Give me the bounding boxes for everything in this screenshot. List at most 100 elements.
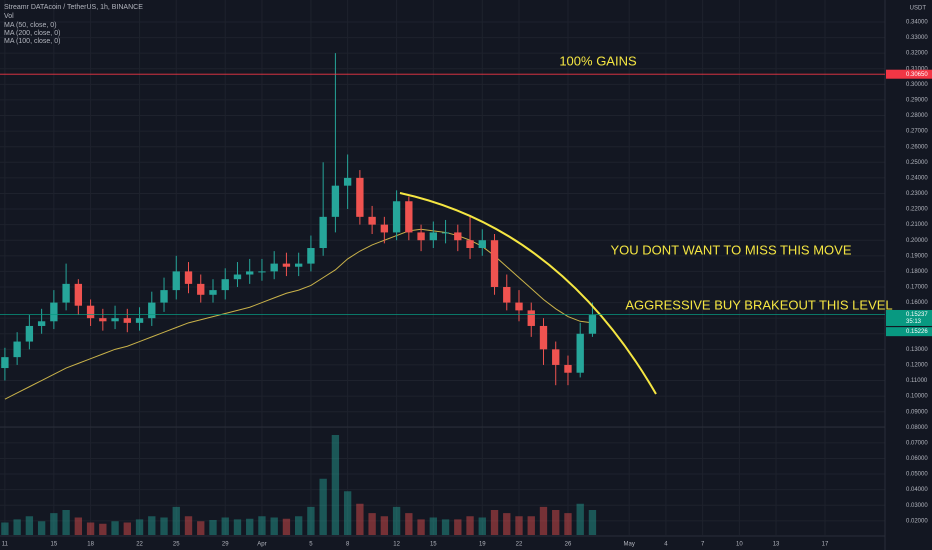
candle-body xyxy=(184,271,193,284)
candle-body xyxy=(515,302,523,311)
volume-bar xyxy=(74,517,83,535)
volume-bar xyxy=(246,518,254,535)
candle-body xyxy=(319,216,327,249)
currency-label: USDT xyxy=(910,6,927,12)
countdown-label: 35:13 xyxy=(906,319,922,325)
indicator-label: MA (50, close, 0) xyxy=(4,22,57,29)
volume-label: Vol xyxy=(4,13,14,20)
candle-body xyxy=(37,321,46,326)
y-tick-label: 0.33000 xyxy=(906,35,928,41)
volume-bar xyxy=(319,478,327,535)
candle-body xyxy=(343,177,352,186)
trend-curve xyxy=(399,192,657,395)
y-tick-label: 0.22000 xyxy=(906,207,928,213)
axes: 0.02000 0.03000 0.04000 0.05000 0.06000 0.070… xyxy=(0,20,932,548)
volume-bar xyxy=(307,506,315,535)
volume-bar xyxy=(417,519,425,535)
volume-bar xyxy=(405,513,413,535)
volume-bar xyxy=(37,521,46,535)
volume-bar xyxy=(576,503,584,535)
candle-body xyxy=(588,315,597,334)
x-tick-label: 13 xyxy=(773,542,780,548)
price-label: 0.15237 xyxy=(906,312,928,318)
candle-body xyxy=(356,177,364,217)
candle-body xyxy=(258,271,266,273)
x-tick-label: 17 xyxy=(822,542,829,548)
volume-bar xyxy=(515,516,523,535)
y-tick-label: 0.25000 xyxy=(906,160,928,166)
candle-body xyxy=(295,263,303,267)
volume-bar xyxy=(454,519,462,535)
x-tick-label: 15 xyxy=(51,542,58,548)
candle-body xyxy=(466,240,474,249)
volume-bar xyxy=(356,503,364,535)
candle-body xyxy=(62,283,70,303)
price-label-box xyxy=(886,309,932,326)
candle-body xyxy=(380,224,389,233)
volume-bar xyxy=(184,516,193,535)
candle-body xyxy=(197,283,205,295)
x-tick-label: 29 xyxy=(222,542,229,548)
candle-body xyxy=(490,240,499,287)
volume-bar xyxy=(490,510,499,535)
candle-body xyxy=(99,318,107,322)
x-tick-label: 19 xyxy=(479,542,486,548)
y-tick-label: 0.05000 xyxy=(906,472,928,478)
volume-bar xyxy=(258,516,266,535)
x-tick-label: 11 xyxy=(2,542,9,548)
candle-body xyxy=(405,201,413,233)
volume-bar xyxy=(123,522,131,535)
y-tick-label: 0.31000 xyxy=(906,66,928,72)
y-tick-label: 0.17000 xyxy=(906,285,928,291)
volume-bar xyxy=(380,516,389,535)
y-tick-label: 0.16000 xyxy=(906,300,928,306)
y-tick-label: 0.10000 xyxy=(906,394,928,400)
x-tick-label: 26 xyxy=(565,542,572,548)
x-tick-label: 15 xyxy=(430,542,437,548)
y-tick-label: 0.11000 xyxy=(906,378,928,384)
y-tick-label: 0.19000 xyxy=(906,253,928,259)
y-tick-label: 0.03000 xyxy=(906,503,928,509)
volume-bar xyxy=(466,516,474,535)
y-tick-label: 0.06000 xyxy=(906,456,928,462)
x-tick-label: 5 xyxy=(309,542,313,548)
y-tick-label: 0.28000 xyxy=(906,113,928,119)
candle-body xyxy=(209,290,217,295)
volume-bar xyxy=(172,506,180,535)
candle-body xyxy=(527,310,535,326)
ma-label: 0.15226 xyxy=(906,329,928,335)
y-tick-label: 0.04000 xyxy=(906,487,928,493)
volume-bar xyxy=(539,506,548,535)
y-tick-label: 0.32000 xyxy=(906,51,928,57)
candle-body xyxy=(111,318,119,322)
y-tick-label: 0.27000 xyxy=(906,129,928,135)
y-tick-label: 0.34000 xyxy=(906,20,928,26)
chart-title: Streamr DATAcoin / TetherUS, 1h, BINANCE xyxy=(4,4,143,11)
volume-bar xyxy=(197,521,205,535)
volume-bar xyxy=(441,519,450,535)
volume-bar xyxy=(527,516,535,535)
candle-body xyxy=(576,333,584,373)
volume-bar xyxy=(564,513,572,535)
price-label: 0.30650 xyxy=(906,72,928,78)
volume-bar xyxy=(392,506,401,535)
candle-body xyxy=(13,341,21,358)
candle-body xyxy=(331,185,340,217)
y-tick-label: 0.09000 xyxy=(906,409,928,415)
candle-body xyxy=(86,305,95,319)
x-tick-label: 22 xyxy=(136,542,143,548)
candle-body xyxy=(148,302,156,319)
volume-bar xyxy=(295,516,303,535)
y-tick-label: 0.13000 xyxy=(906,347,928,353)
y-tick-label: 0.08000 xyxy=(906,425,928,431)
x-tick-label: 18 xyxy=(87,542,94,548)
volume-bar xyxy=(86,522,95,535)
candle-body xyxy=(160,290,168,303)
x-tick-label: 22 xyxy=(516,542,523,548)
candle-body xyxy=(478,240,486,249)
y-tick-label: 0.24000 xyxy=(906,175,928,181)
x-tick-label: 10 xyxy=(736,542,743,548)
volume-bar xyxy=(209,520,217,535)
volume-bar xyxy=(588,510,597,535)
